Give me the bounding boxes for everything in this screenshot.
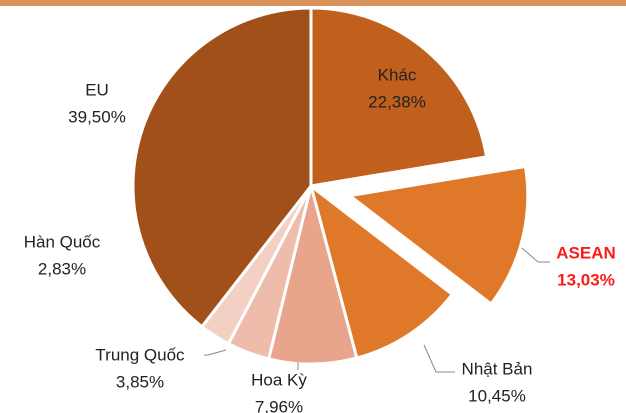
slice-label: Hàn Quốc [24, 232, 101, 251]
slice-label: EU [85, 80, 109, 99]
slice-value: 13,03% [557, 270, 615, 289]
slice-value: 39,50% [68, 107, 126, 126]
slice-value: 2,83% [38, 259, 86, 278]
slice-value: 10,45% [468, 386, 526, 405]
slice-label: Hoa Kỳ [251, 370, 307, 389]
leader-line [521, 247, 550, 263]
slice-label: Khác [378, 65, 417, 84]
slice-label: ASEAN [556, 243, 616, 262]
slice-label: Trung Quốc [95, 345, 185, 364]
slice-value: 3,85% [116, 372, 164, 391]
pie-slice [266, 185, 359, 366]
slice-label: Nhật Bản [462, 359, 533, 378]
slice-value: 7,96% [255, 397, 303, 413]
leader-line [204, 349, 227, 356]
pie-slice [131, 6, 313, 329]
pie-slice [309, 6, 489, 188]
slice-value: 22,38% [368, 92, 426, 111]
top-bar [0, 0, 626, 6]
pie-slice [346, 164, 530, 307]
leader-line [423, 344, 455, 373]
